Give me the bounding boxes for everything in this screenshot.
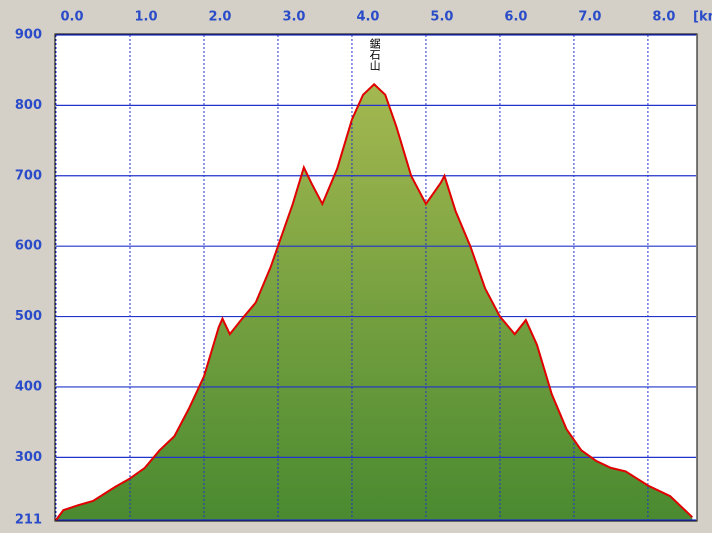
y-tick-label: 900 xyxy=(15,28,42,43)
x-tick-label: 3.0 xyxy=(282,10,305,25)
y-tick-label: 500 xyxy=(15,309,42,324)
area-fill xyxy=(56,84,693,521)
y-tick-label: 600 xyxy=(15,239,42,254)
y-tick-label: 211 xyxy=(15,513,42,528)
x-tick-label: 5.0 xyxy=(430,10,453,25)
x-tick-label: 6.0 xyxy=(504,10,527,25)
x-axis-label: [km xyxy=(693,10,712,25)
x-tick-label: 8.0 xyxy=(652,10,675,25)
x-tick-label: 7.0 xyxy=(578,10,601,25)
x-tick-label: 4.0 xyxy=(356,10,379,25)
x-tick-label: 0.0 xyxy=(60,10,83,25)
x-tick-label: 2.0 xyxy=(208,10,231,25)
elevation-line xyxy=(55,82,693,521)
peak-label: 鋸石山 xyxy=(368,37,381,71)
y-tick-label: 300 xyxy=(15,450,42,465)
y-tick-label: 800 xyxy=(15,98,42,113)
y-tick-label: 700 xyxy=(15,168,42,183)
x-tick-label: 1.0 xyxy=(134,10,157,25)
y-tick-label: 400 xyxy=(15,379,42,394)
